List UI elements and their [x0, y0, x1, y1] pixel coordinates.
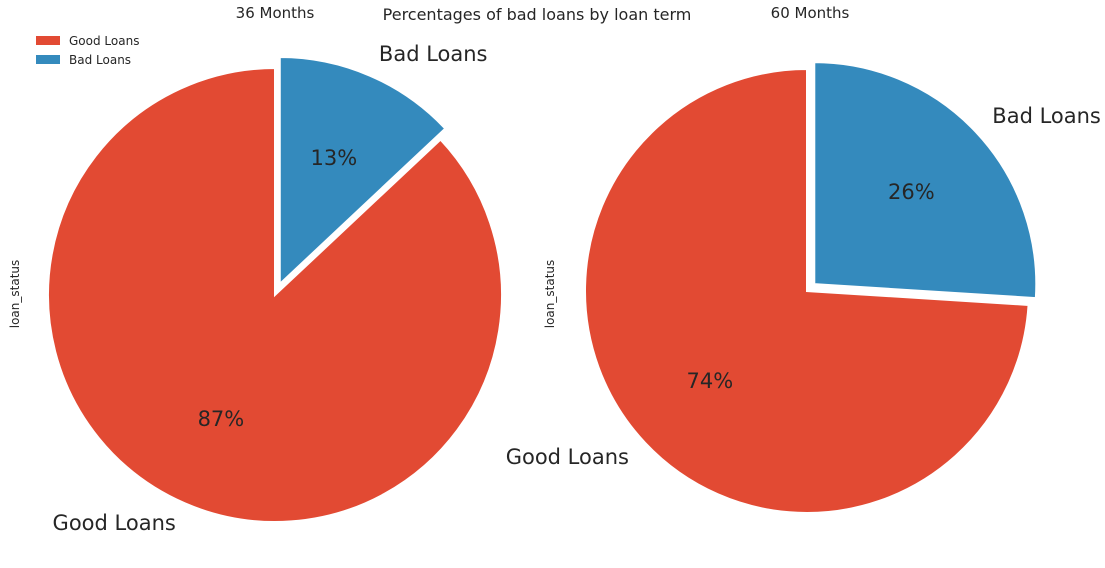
pie-value-label-good-loans: 74%	[687, 369, 734, 393]
pie-slice-bad-loans	[813, 61, 1038, 300]
chart-title-36-months: 36 Months	[236, 4, 315, 22]
pie-chart-36-months: 36 Months loan_status 87% Good Loans 13% Ba…	[8, 4, 503, 535]
pie-slices-36-months	[47, 55, 503, 523]
pie-category-label-good-loans: Good Loans	[506, 445, 629, 469]
legend: Good Loans Bad Loans	[36, 34, 139, 67]
pie-value-label-good-loans: 87%	[198, 407, 245, 431]
y-axis-label-60-months: loan_status	[543, 260, 557, 329]
pie-category-label-bad-loans: Bad Loans	[992, 104, 1101, 128]
legend-swatch-bad-loans	[36, 55, 60, 64]
pie-slice-good-loans	[584, 67, 1030, 514]
y-axis-label-36-months: loan_status	[8, 260, 22, 329]
pie-slice-bad-loans	[278, 55, 447, 287]
pie-value-label-bad-loans: 26%	[888, 180, 935, 204]
pie-labels-36-months: 87% Good Loans 13% Bad Loans	[53, 42, 488, 535]
legend-swatch-good-loans	[36, 36, 60, 45]
legend-label-good-loans: Good Loans	[69, 34, 139, 48]
figure-title: Percentages of bad loans by loan term	[383, 5, 692, 24]
legend-label-bad-loans: Bad Loans	[69, 53, 131, 67]
pie-category-label-good-loans: Good Loans	[53, 511, 176, 535]
pie-chart-60-months: 60 Months loan_status 74% Good Loans 26% Ba…	[506, 4, 1101, 514]
chart-title-60-months: 60 Months	[771, 4, 850, 22]
pie-slices-60-months	[584, 61, 1038, 514]
pie-slice-good-loans	[47, 66, 503, 523]
pie-category-label-bad-loans: Bad Loans	[379, 42, 488, 66]
pie-value-label-bad-loans: 13%	[311, 146, 358, 170]
pie-labels-60-months: 74% Good Loans 26% Bad Loans	[506, 104, 1101, 469]
